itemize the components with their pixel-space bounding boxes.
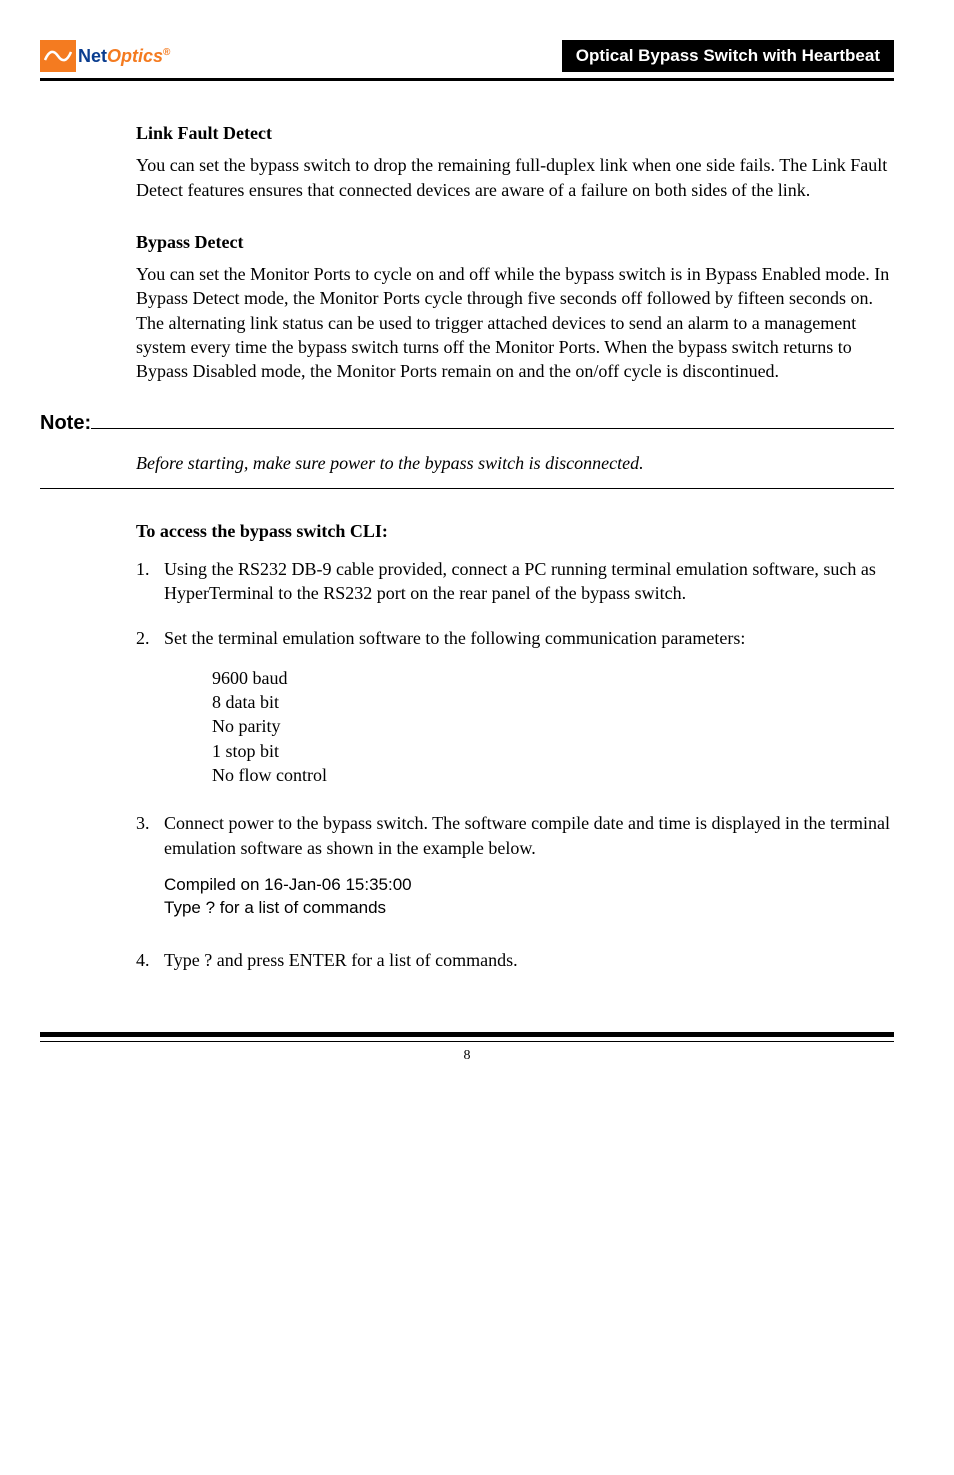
header-bar: Optical Bypass Switch with Heartbeat [562,40,894,72]
footer-rule-thick [40,1032,894,1037]
step-text: Connect power to the bypass switch. The … [164,813,890,857]
logo-optics: Optics [107,46,163,66]
step-body: Set the terminal emulation software to t… [164,626,894,792]
params-block: 9600 baud 8 data bit No parity 1 stop bi… [212,666,894,787]
param: No parity [212,714,894,738]
step-num: 2. [136,626,164,792]
footer: 8 [40,1032,894,1064]
footer-rule-thin [40,1041,894,1042]
step-body: Using the RS232 DB-9 cable provided, con… [164,557,894,606]
logo-net: Net [78,46,107,66]
cli-step-3: 3. Connect power to the bypass switch. T… [136,811,894,927]
step-body: Connect power to the bypass switch. The … [164,811,894,927]
step-num: 1. [136,557,164,606]
logo: NetOptics® [40,40,170,72]
param: 9600 baud [212,666,894,690]
terminal-line: Compiled on 16-Jan-06 15:35:00 [164,874,894,897]
header-row: NetOptics® Optical Bypass Switch with He… [40,40,894,72]
cli-step-4: 4. Type ? and press ENTER for a list of … [136,948,894,972]
note-line [91,428,894,429]
param: 8 data bit [212,690,894,714]
cli-step-1: 1. Using the RS232 DB-9 cable provided, … [136,557,894,606]
step-body: Type ? and press ENTER for a list of com… [164,948,894,972]
link-fault-para: You can set the bypass switch to drop th… [136,153,894,202]
link-fault-heading: Link Fault Detect [136,121,894,145]
note-end-rule [40,488,894,489]
top-rule [40,78,894,81]
cli-steps: 1. Using the RS232 DB-9 cable provided, … [136,557,894,972]
page-number: 8 [40,1048,894,1064]
bypass-detect-para: You can set the Monitor Ports to cycle o… [136,262,894,383]
step-text: Set the terminal emulation software to t… [164,628,745,648]
note-body: Before starting, make sure power to the … [136,453,894,474]
step-num: 3. [136,811,164,927]
terminal-output: Compiled on 16-Jan-06 15:35:00 Type ? fo… [164,874,894,920]
cli-step-2: 2. Set the terminal emulation software t… [136,626,894,792]
step-num: 4. [136,948,164,972]
note-row: Note: [40,412,894,435]
logo-reg: ® [163,47,170,58]
note-label: Note: [40,412,91,435]
logo-wave-icon [40,40,76,72]
bypass-detect-heading: Bypass Detect [136,230,894,254]
logo-text: NetOptics® [78,46,170,67]
terminal-line: Type ? for a list of commands [164,897,894,920]
param: 1 stop bit [212,739,894,763]
param: No flow control [212,763,894,787]
cli-heading: To access the bypass switch CLI: [136,519,894,543]
